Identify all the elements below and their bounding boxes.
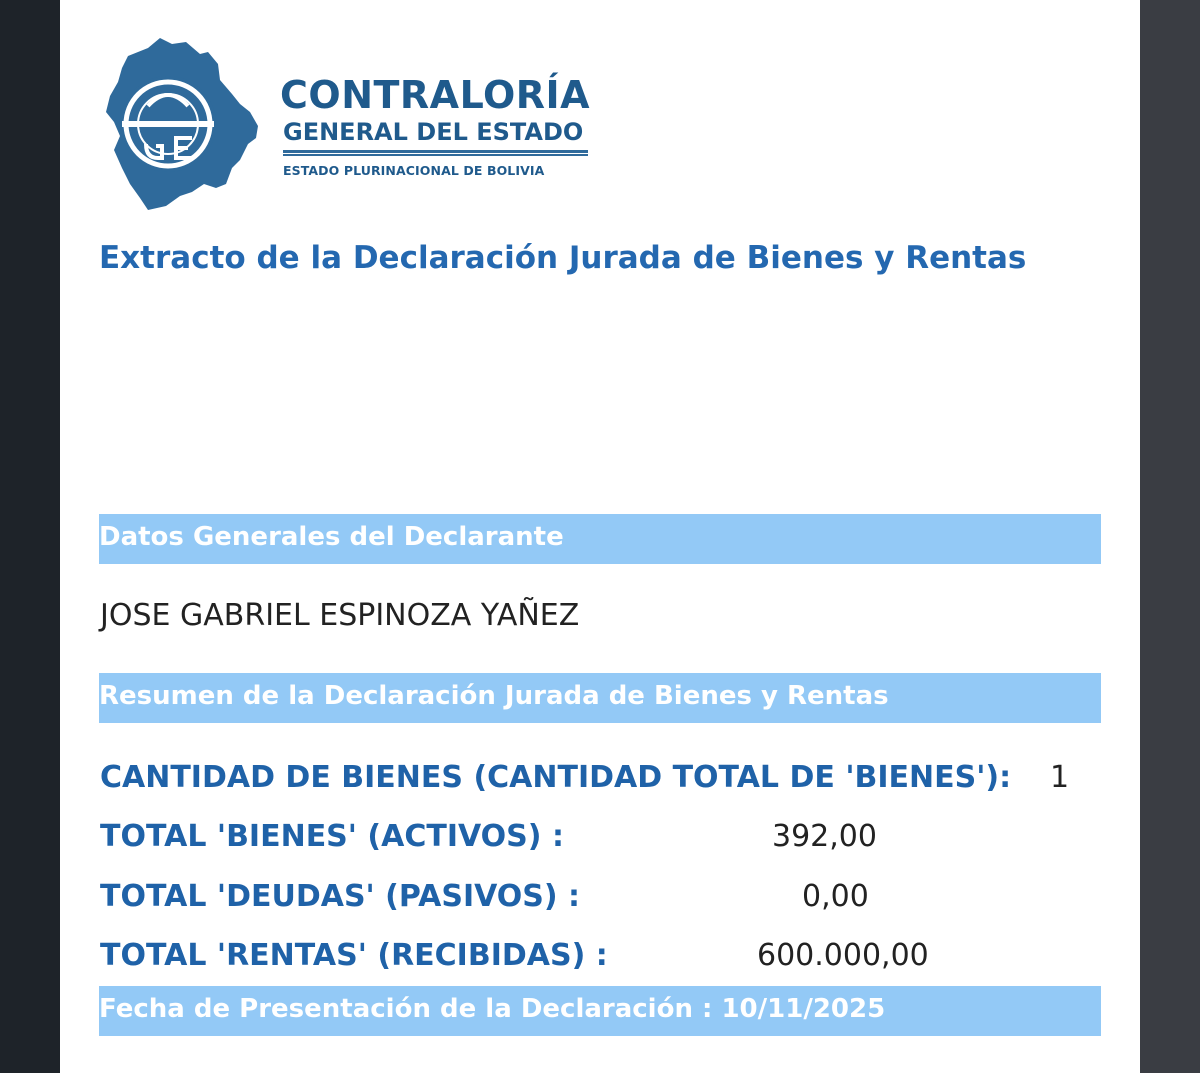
section-band-summary: Resumen de la Declaración Jurada de Bien… (99, 673, 1101, 723)
section-heading-summary: Resumen de la Declaración Jurada de Bien… (99, 681, 889, 711)
summary-value-deudas: 0,00 (802, 879, 869, 914)
summary-label-bienes: TOTAL 'BIENES' (ACTIVOS) : (100, 819, 564, 854)
background-right (1140, 0, 1200, 1073)
brand-subtitle: GENERAL DEL ESTADO (283, 118, 584, 146)
summary-label-deudas: TOTAL 'DEUDAS' (PASIVOS) : (100, 879, 581, 914)
summary-label-rentas: TOTAL 'RENTAS' (RECIBIDAS) : (100, 938, 608, 973)
summary-label-cantidad: CANTIDAD DE BIENES (CANTIDAD TOTAL DE 'B… (100, 760, 1012, 795)
section-heading-general: Datos Generales del Declarante (99, 522, 564, 552)
section-band-general: Datos Generales del Declarante (99, 514, 1101, 564)
summary-value-bienes: 392,00 (772, 819, 877, 854)
declarant-name: JOSE GABRIEL ESPINOZA YAÑEZ (100, 598, 580, 633)
brand-divider (283, 150, 588, 153)
bolivia-map-emblem-icon (106, 38, 258, 210)
document-title: Extracto de la Declaración Jurada de Bie… (99, 240, 1027, 276)
section-band-fecha: Fecha de Presentación de la Declaración … (99, 986, 1101, 1036)
brand-tagline: ESTADO PLURINACIONAL DE BOLIVIA (283, 163, 545, 178)
fecha-presentacion: Fecha de Presentación de la Declaración … (99, 994, 886, 1024)
document-page: CONTRALORÍA GENERAL DEL ESTADO ESTADO PL… (60, 0, 1140, 1073)
brand-title: CONTRALORÍA (280, 73, 591, 117)
brand-divider-thin (283, 154, 588, 156)
summary-value-cantidad: 1 (1050, 760, 1070, 795)
summary-value-rentas: 600.000,00 (757, 938, 929, 973)
contraloria-logo (100, 34, 600, 214)
background-left (0, 0, 60, 1073)
